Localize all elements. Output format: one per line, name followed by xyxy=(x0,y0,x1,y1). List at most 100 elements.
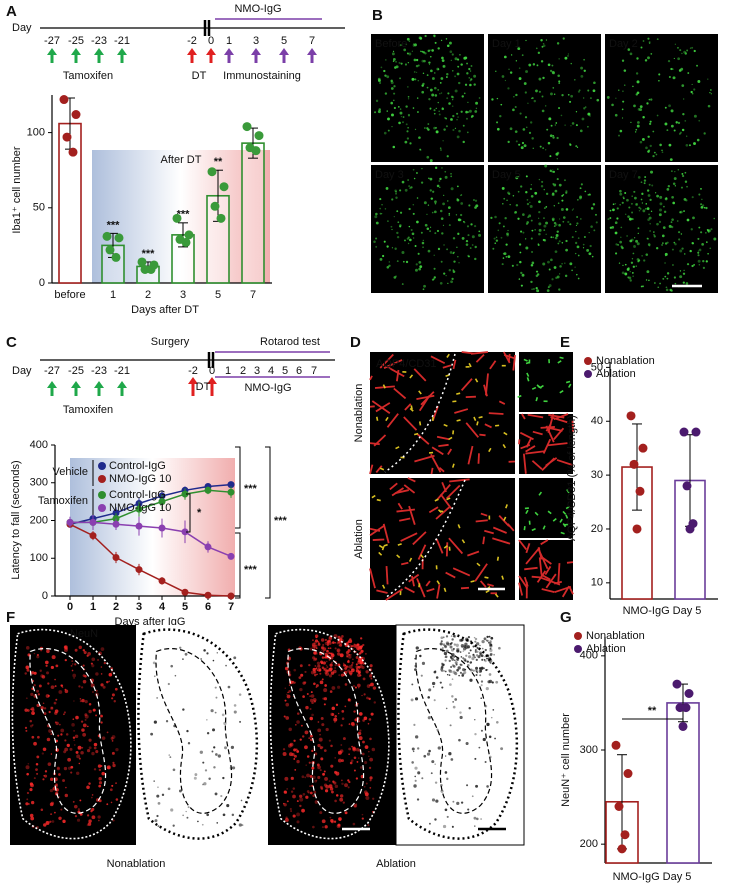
neuron-signal xyxy=(305,764,308,766)
neuron-signal xyxy=(483,637,487,641)
cell-signal xyxy=(419,265,423,269)
neuron-signal xyxy=(314,779,317,783)
vessel-signal xyxy=(371,400,391,414)
neuron-signal xyxy=(80,686,84,689)
neuron-signal xyxy=(369,786,372,789)
neuron-signal xyxy=(329,690,333,693)
cell-signal xyxy=(565,248,568,252)
aqp4-signal xyxy=(478,416,483,419)
cell-signal xyxy=(665,288,669,292)
cell-signal xyxy=(645,279,648,281)
cell-signal xyxy=(569,223,572,226)
neuron-signal xyxy=(456,801,460,805)
significance-bracket xyxy=(235,532,241,599)
neuron-signal xyxy=(63,750,67,754)
neuron-signal xyxy=(100,673,103,675)
cell-signal xyxy=(656,38,659,41)
cell-signal xyxy=(707,104,711,108)
cell-signal xyxy=(556,136,559,140)
neuron-signal xyxy=(323,697,328,701)
data-point xyxy=(137,257,147,267)
y-tick-label: 400 xyxy=(580,650,598,662)
neuron-signal xyxy=(43,712,47,715)
neuron-signal xyxy=(337,712,340,715)
data-point xyxy=(68,147,78,157)
cell-signal xyxy=(635,265,637,267)
neuron-signal xyxy=(44,770,48,773)
cell-signal xyxy=(412,204,415,206)
neuron-signal xyxy=(348,670,353,675)
cell-signal xyxy=(460,110,463,113)
neuron-signal xyxy=(315,666,318,669)
neuron-signal xyxy=(479,644,481,647)
cell-signal xyxy=(500,236,503,239)
cell-signal xyxy=(412,107,415,109)
cell-signal xyxy=(679,249,683,253)
neuron-signal xyxy=(309,734,313,738)
neuron-signal xyxy=(472,653,475,656)
neuron-signal xyxy=(48,710,51,714)
neuron-signal xyxy=(71,660,74,663)
cell-signal xyxy=(375,245,378,248)
y-tick-label: 100 xyxy=(27,127,45,139)
cell-signal xyxy=(667,185,671,188)
cell-signal xyxy=(459,194,462,197)
cell-signal xyxy=(473,74,477,78)
cell-signal xyxy=(434,200,437,204)
neuron-signal xyxy=(370,712,374,716)
vessel-signal xyxy=(525,543,531,554)
cell-signal xyxy=(587,125,589,128)
neuron-signal xyxy=(478,746,481,749)
cell-signal xyxy=(674,170,676,173)
data-point xyxy=(111,252,121,262)
neuron-signal xyxy=(25,646,30,650)
cell-signal xyxy=(538,210,541,214)
cell-signal xyxy=(514,130,518,134)
cell-signal xyxy=(662,226,666,229)
neuron-signal xyxy=(212,728,216,732)
significance-label: *** xyxy=(244,483,258,495)
cell-signal xyxy=(385,59,387,61)
cell-signal xyxy=(397,221,400,224)
cell-signal xyxy=(415,268,418,272)
data-point xyxy=(135,522,143,530)
vessel-signal xyxy=(541,457,556,471)
cell-signal xyxy=(387,129,390,132)
cell-signal xyxy=(427,249,431,253)
cell-signal xyxy=(448,269,451,272)
data-point xyxy=(71,110,81,120)
cell-signal xyxy=(636,80,640,84)
cell-signal xyxy=(706,241,708,243)
legend-marker xyxy=(98,475,106,483)
cell-signal xyxy=(633,237,636,239)
neuron-signal xyxy=(356,643,359,646)
neuron-signal xyxy=(369,674,373,678)
neuron-signal xyxy=(288,752,293,757)
data-point xyxy=(638,443,648,453)
neuron-signal xyxy=(315,651,318,654)
cell-signal xyxy=(645,253,649,256)
cell-signal xyxy=(710,228,713,231)
cell-signal xyxy=(614,113,618,117)
cell-signal xyxy=(521,273,525,277)
cell-signal xyxy=(392,60,395,62)
cell-signal xyxy=(679,131,682,134)
cell-signal xyxy=(707,78,709,80)
neuron-signal xyxy=(299,794,303,798)
neuron-signal xyxy=(321,645,325,649)
neuron-signal xyxy=(300,724,303,727)
neuron-signal xyxy=(355,777,359,780)
aqp4-signal xyxy=(474,378,479,383)
neuron-signal xyxy=(358,652,362,655)
vessel-signal xyxy=(498,400,506,405)
vessel-signal xyxy=(492,537,511,545)
neuron-signal xyxy=(294,768,297,771)
neuron-signal xyxy=(362,740,365,744)
cell-signal xyxy=(702,260,705,263)
cell-signal xyxy=(520,271,523,275)
vessel-signal xyxy=(445,571,456,579)
cell-signal xyxy=(422,239,424,242)
cell-signal xyxy=(557,202,560,205)
vessel-signal xyxy=(403,484,416,494)
cell-signal xyxy=(674,43,677,45)
